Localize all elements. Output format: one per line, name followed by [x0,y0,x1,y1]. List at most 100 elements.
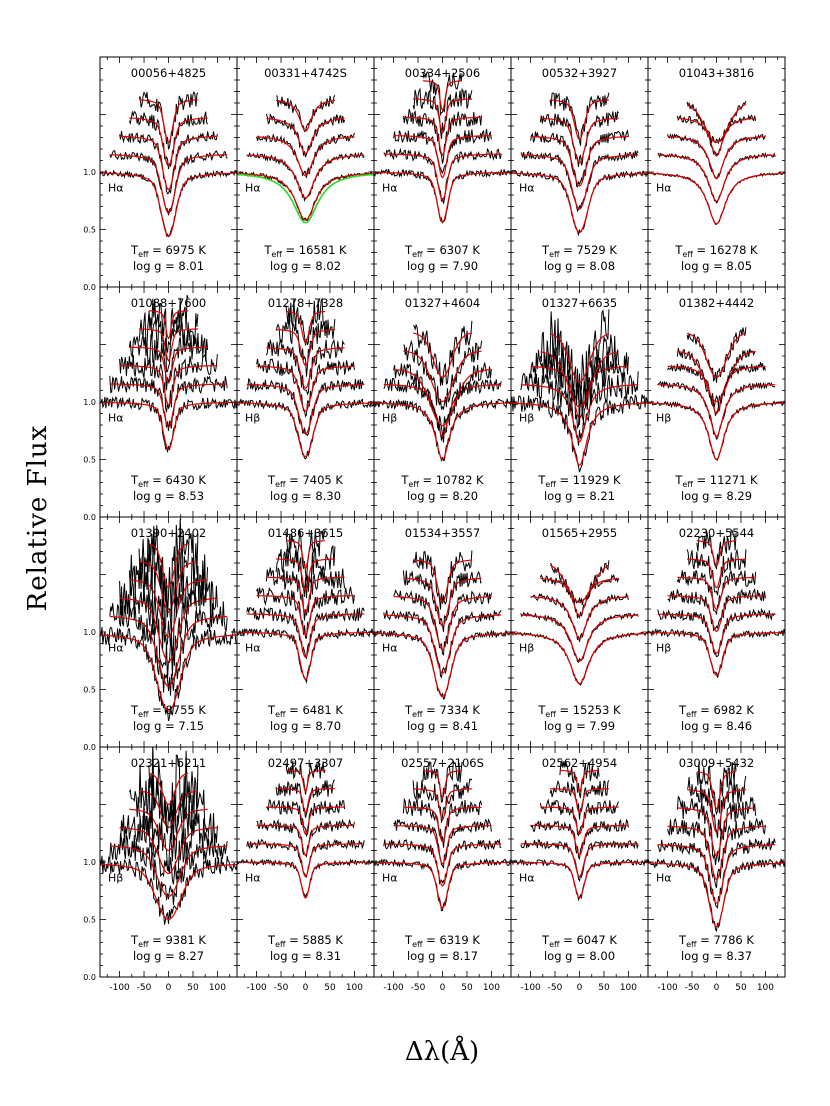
model-fit [648,172,785,225]
model-fit [100,401,237,451]
spectrum-curves [374,550,511,700]
spectrum-curves [511,560,648,686]
observed-spectrum [393,818,492,869]
model-fit [237,172,374,221]
panel-star-name: 01327+4604 [405,296,481,310]
panel-line-label: Hα [108,642,124,655]
observed-spectrum [657,838,776,909]
model-fit [696,540,737,567]
spectrum-curves [374,71,511,224]
observed-spectrum [511,170,648,237]
observed-spectrum [383,610,502,679]
observed-spectrum [667,817,766,889]
spectrum-panel: -100 -50 0 50 100 02557+2106S Hα Teff = 6319 Kl… [373,746,512,993]
spectrum-curves [100,518,237,722]
model-fit [246,843,365,878]
panel-line-label: Hα [656,182,672,195]
model-fit [393,135,492,179]
spectrum-panel: 0.0 0.5 1.0 -100 -50 0 50 100 02321+5211 Hβ Teff =… [83,746,238,993]
observed-spectrum [246,838,365,879]
observed-spectrum [539,798,620,837]
observed-spectrum [530,129,629,188]
model-fit [520,614,639,662]
observed-spectrum [402,108,483,164]
model-fit [256,824,355,857]
panel-line-label: Hα [245,182,261,195]
model-fit [393,368,492,427]
x-tick-label: -50 [685,983,700,993]
model-fit [412,332,473,378]
model-fit [148,310,189,340]
observed-spectrum [138,764,199,848]
model-fit [413,98,472,134]
model-fit [129,346,208,384]
observed-spectrum [275,779,335,818]
observed-spectrum [648,171,785,225]
model-fit [374,171,511,224]
model-fit [237,402,374,458]
model-fit [129,808,208,852]
model-fit [246,613,365,659]
observed-spectrum [648,627,785,678]
panel-logg: log g = 8.21 [544,489,615,503]
panel-teff: Teff = 6307 K [404,243,480,259]
panel-teff: Teff = 7405 K [267,473,343,489]
spectrum-curves [100,747,237,925]
model-fit [403,350,482,403]
model-fit [520,384,639,443]
model-fit [667,595,766,633]
panel-logg: log g = 8.41 [407,719,478,733]
observed-spectrum [256,132,355,179]
x-tick-label: -50 [137,983,152,993]
model-fit [511,172,648,234]
model-fit [511,861,648,899]
panel-star-name: 01088+7600 [131,296,207,310]
observed-spectrum [100,626,237,722]
x-tick-label: 0 [303,983,309,993]
model-fit [657,844,776,904]
panel-line-label: Hβ [519,642,534,655]
observed-spectrum [696,761,737,816]
x-tick-label: -100 [657,983,678,993]
model-fit [246,383,365,435]
observed-spectrum [667,587,766,632]
panel-teff: Teff = 7786 K [678,933,754,949]
x-tick-label: 100 [346,983,363,993]
spectrum-curves [100,90,237,238]
panel-teff: Teff = 11929 K [537,473,621,489]
panel-logg: log g = 8.53 [133,489,204,503]
model-fit [403,116,482,156]
observed-spectrum [374,858,511,912]
panel-logg: log g = 8.05 [681,259,752,273]
observed-spectrum [657,151,776,204]
model-fit [540,806,619,835]
observed-spectrum [275,95,336,133]
model-fit [109,154,228,214]
model-fit [266,576,345,614]
model-fit [129,117,208,167]
observed-spectrum [256,358,355,418]
panel-teff: Teff = 6319 K [404,933,480,949]
x-tick-label: -50 [274,983,289,993]
model-fit [139,561,198,613]
model-fit [139,99,198,144]
model-fit [550,788,609,814]
alternative-model-fit [237,173,374,224]
model-fit [413,559,472,604]
model-fit [266,117,345,155]
model-fit [383,153,502,201]
model-fit [393,824,492,865]
observed-spectrum [549,92,610,146]
model-fit [559,769,600,793]
spectrum-curves [511,309,648,473]
y-tick-label: 0.0 [83,973,96,982]
spectrum-curves [237,759,374,899]
model-fit [687,558,746,589]
observed-spectrum [237,170,374,222]
observed-spectrum [109,601,228,696]
model-fit [530,596,629,640]
spectrum-panel: -100 -50 0 50 100 02562+4954 Hα Teff = 6047 Klo… [510,746,649,993]
